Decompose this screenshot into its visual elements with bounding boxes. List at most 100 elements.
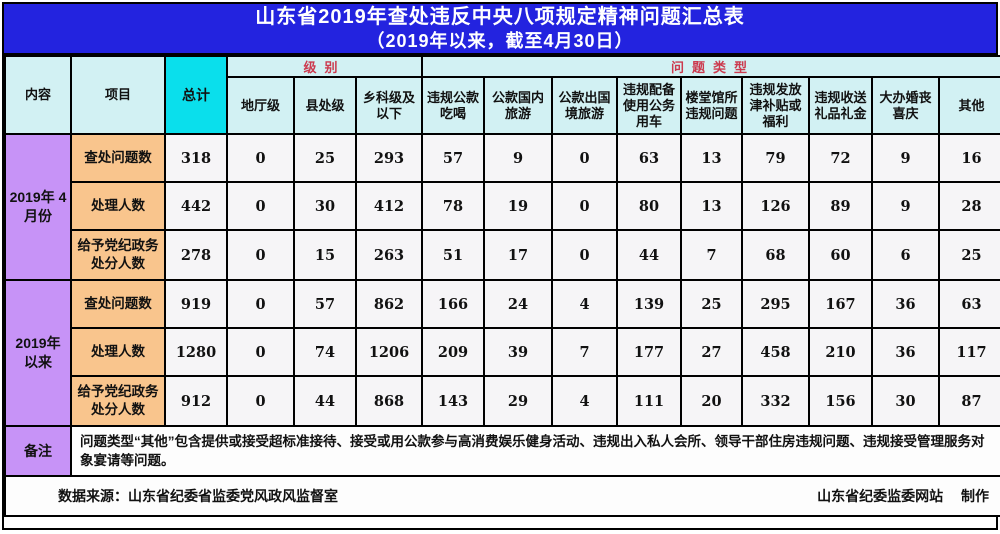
row-label: 给予党纪政务处分人数 [70,229,166,281]
header-type-col: 公款国内旅游 [483,76,554,135]
cell-value: 209 [421,327,486,377]
cell-value: 177 [616,327,683,377]
cell-value: 862 [354,279,424,329]
cell-value: 16 [938,133,1000,183]
cell-value: 166 [421,279,486,329]
cell-value: 6 [871,229,941,281]
cell-value: 0 [226,327,295,377]
header-total: 总计 [164,55,228,135]
table-row: 2019年 4月份 查处问题数 318 0 25 293 57 9 0 63 1… [4,133,1000,281]
cell-value: 318 [164,133,228,183]
header-level-col: 县处级 [293,76,357,135]
header-type-col: 其他 [938,76,1000,135]
page-title: 山东省2019年查处违反中央八项规定精神问题汇总表 [255,5,745,28]
cell-value: 0 [226,133,295,183]
producer-text: 山东省纪委监委网站 制作 [803,486,989,506]
remark-row: 备注 问题类型“其他”包含提供或接受超标准接待、接受或用公款参与高消费娱乐健身活… [4,425,1000,477]
cell-value: 9 [871,133,941,183]
cell-value: 78 [421,181,486,231]
producer-site: 山东省纪委监委网站 [817,488,944,504]
cell-value: 29 [483,375,554,427]
remark-text: 问题类型“其他”包含提供或接受超标准接待、接受或用公款参与高消费娱乐健身活动、违… [69,425,1000,477]
cell-value: 412 [354,181,424,231]
cell-value: 19 [483,181,554,231]
row-label: 给予党纪政务处分人数 [70,375,166,427]
table-row: 2019年 以来 查处问题数 919 0 57 862 166 24 4 139… [4,279,1000,427]
cell-value: 7 [680,229,744,281]
cell-value: 9 [483,133,554,183]
cell-value: 0 [226,181,295,231]
cell-value: 919 [164,279,228,329]
cell-value: 80 [616,181,683,231]
header-level-col: 地厅级 [226,76,295,135]
cell-value: 89 [808,181,874,231]
cell-value: 458 [741,327,811,377]
cell-value: 63 [616,133,683,183]
cell-value: 912 [164,375,228,427]
cell-value: 263 [354,229,424,281]
cell-value: 28 [938,181,1000,231]
header-project: 项目 [70,55,166,135]
header-level-col: 乡科级及以下 [354,76,424,135]
cell-value: 156 [808,375,874,427]
cell-value: 139 [616,279,683,329]
cell-value: 13 [680,181,744,231]
cell-value: 442 [164,181,228,231]
header-type-col: 违规配备使用公务用车 [616,76,683,135]
cell-value: 0 [226,279,295,329]
cell-value: 79 [741,133,811,183]
cell-value: 51 [421,229,486,281]
group-label-ytd: 2019年 以来 [4,279,72,427]
cell-value: 9 [871,181,941,231]
cell-value: 0 [226,375,295,427]
cell-value: 117 [938,327,1000,377]
cell-value: 72 [808,133,874,183]
header-type-col: 公款出国境旅游 [551,76,619,135]
cell-value: 332 [741,375,811,427]
violations-summary-table: 内容 项目 总计 级别 问题类型 地厅级 县处级 乡科级及以下 违规公款吃喝 公… [3,55,1000,517]
cell-value: 167 [808,279,874,329]
cell-value: 60 [808,229,874,281]
table-row: 给予党纪政务处分人数 912 0 44 868 143 29 4 111 20 … [5,375,1000,427]
cell-value: 1206 [354,327,424,377]
producer-made-label: 制作 [961,488,990,504]
cell-value: 57 [293,279,357,329]
cell-value: 210 [808,327,874,377]
cell-value: 25 [680,279,744,329]
cell-value: 278 [164,229,228,281]
cell-value: 74 [293,327,357,377]
cell-value: 126 [741,181,811,231]
cell-value: 7 [551,327,619,377]
cell-value: 15 [293,229,357,281]
header-type-col: 楼堂馆所违规问题 [680,76,744,135]
header-level-group: 级别 [225,55,424,78]
header-type-col: 违规发放津补贴或福利 [741,76,811,135]
remark-label: 备注 [4,425,72,477]
cell-value: 39 [483,327,554,377]
page-subtitle: （2019年以来，截至4月30日） [366,30,634,51]
table-row: 给予党纪政务处分人数 278 0 15 263 51 17 0 44 7 68 … [5,229,1000,281]
cell-value: 36 [871,279,941,329]
row-label: 处理人数 [70,181,166,231]
cell-value: 0 [551,181,619,231]
cell-value: 36 [871,327,941,377]
cell-value: 111 [616,375,683,427]
table-row: 处理人数 442 0 30 412 78 19 0 80 13 126 89 9… [5,181,1000,231]
cell-value: 143 [421,375,486,427]
row-label: 查处问题数 [70,279,166,329]
cell-value: 0 [551,229,619,281]
footer: 数据来源：山东省纪委省监委党风政风监督室 山东省纪委监委网站 制作 [7,486,1000,506]
cell-value: 63 [938,279,1000,329]
footer-row: 数据来源：山东省纪委省监委党风政风监督室 山东省纪委监委网站 制作 [3,475,1000,517]
cell-value: 57 [421,133,486,183]
cell-value: 295 [741,279,811,329]
cell-value: 30 [293,181,357,231]
cell-value: 868 [354,375,424,427]
cell-value: 4 [551,279,619,329]
cell-value: 68 [741,229,811,281]
cell-value: 293 [354,133,424,183]
header-content: 内容 [4,55,72,135]
cell-value: 0 [551,133,619,183]
row-label: 查处问题数 [70,133,166,183]
